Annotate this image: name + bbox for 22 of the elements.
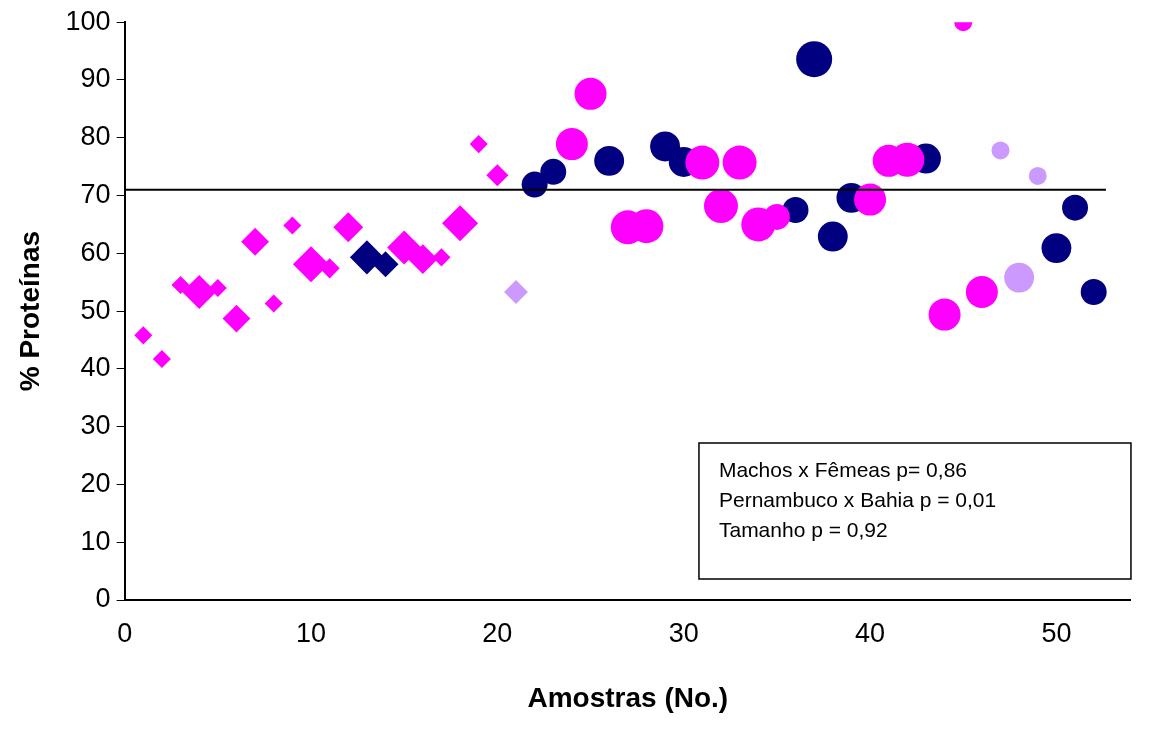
y-tick-label: 40 [80,352,111,383]
y-tick-label: 60 [80,236,111,267]
y-tick-label: 50 [80,294,111,325]
y-tick-label: 20 [80,467,111,498]
y-tick-label: 0 [95,583,111,614]
x-tick-label: 20 [482,617,513,648]
y-tick-label: 100 [65,5,111,36]
x-axis-title: Amostras (No.) [527,681,729,713]
annotation: Pernambuco x Bahia p = 0,01 [718,487,997,511]
y-axis-title: % Proteínas [13,230,45,392]
annotation: Machos x Fêmeas p= 0,86 [718,457,967,481]
y-tick-label: 10 [80,525,111,556]
annotation: Tamanho p = 0,92 [718,517,888,541]
x-tick-label: 30 [668,617,699,648]
y-tick-label: 80 [80,121,111,152]
x-tick-label: 10 [295,617,327,648]
y-tick-label: 30 [80,410,111,441]
y-tick-label: 70 [80,178,111,209]
x-tick-label: 0 [117,617,133,648]
x-tick-label: 50 [1041,617,1072,648]
x-tick-label: 40 [855,617,886,648]
y-tick-label: 90 [80,63,111,94]
